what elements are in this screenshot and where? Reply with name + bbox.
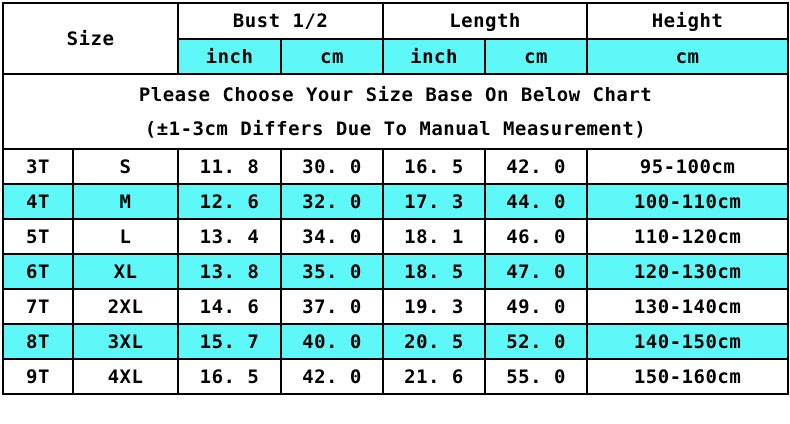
cell-bust-inch: 14. 6 bbox=[177, 288, 283, 325]
header-bust-inch: inch bbox=[177, 38, 283, 75]
cell-length-cm: 49. 0 bbox=[484, 288, 589, 325]
cell-height-cm: 95-100cm bbox=[586, 148, 790, 185]
chart-title: Please Choose Your Size Base On Below Ch… bbox=[1, 73, 790, 150]
cell-size-toddler: 5T bbox=[2, 218, 74, 255]
table-row: 4T M 12. 6 32. 0 17. 3 44. 0 100-110cm bbox=[2, 183, 790, 220]
cell-bust-inch: 13. 4 bbox=[177, 218, 283, 255]
header-units-row: inch cm inch cm cm bbox=[3, 38, 790, 75]
cell-length-inch: 19. 3 bbox=[382, 288, 487, 325]
cell-size-letter: 2XL bbox=[71, 288, 180, 325]
cell-bust-inch: 13. 8 bbox=[177, 253, 283, 290]
cell-length-cm: 52. 0 bbox=[484, 323, 589, 360]
cell-length-inch: 21. 6 bbox=[382, 358, 487, 395]
cell-length-inch: 20. 5 bbox=[382, 323, 487, 360]
table-row: 3T S 11. 8 30. 0 16. 5 42. 0 95-100cm bbox=[2, 148, 790, 185]
cell-length-cm: 46. 0 bbox=[484, 218, 589, 255]
table-row: 8T 3XL 15. 7 40. 0 20. 5 52. 0 140-150cm bbox=[2, 323, 790, 360]
cell-length-inch: 16. 5 bbox=[382, 148, 487, 185]
table-row: 6T XL 13. 8 35. 0 18. 5 47. 0 120-130cm bbox=[2, 253, 790, 290]
size-chart-table: Please Choose Your Size Base On Below Ch… bbox=[1, 2, 790, 395]
title-row: Please Choose Your Size Base On Below Ch… bbox=[1, 73, 790, 150]
cell-height-cm: 130-140cm bbox=[586, 288, 790, 325]
table-row: 7T 2XL 14. 6 37. 0 19. 3 49. 0 130-140cm bbox=[2, 288, 790, 325]
cell-size-toddler: 4T bbox=[2, 183, 74, 220]
cell-height-cm: 100-110cm bbox=[586, 183, 790, 220]
cell-bust-cm: 30. 0 bbox=[280, 148, 385, 185]
cell-bust-cm: 35. 0 bbox=[280, 253, 385, 290]
cell-bust-inch: 11. 8 bbox=[177, 148, 283, 185]
cell-length-cm: 42. 0 bbox=[484, 148, 589, 185]
header-group-row: Size Bust 1/2 Length Height bbox=[1, 2, 790, 75]
cell-size-toddler: 3T bbox=[2, 148, 74, 185]
cell-length-inch: 18. 1 bbox=[382, 218, 487, 255]
table-row: 9T 4XL 16. 5 42. 0 21. 6 55. 0 150-160cm bbox=[2, 358, 790, 395]
cell-size-letter: L bbox=[71, 218, 180, 255]
title-section: Please Choose Your Size Base On Below Ch… bbox=[1, 73, 790, 150]
cell-size-toddler: 8T bbox=[2, 323, 74, 360]
cell-length-inch: 17. 3 bbox=[382, 183, 487, 220]
chart-title-line2: (±1-3cm Differs Due To Manual Measuremen… bbox=[144, 117, 647, 140]
header-bust: Bust 1/2 bbox=[177, 2, 385, 40]
header-length: Length bbox=[382, 2, 589, 40]
cell-bust-inch: 16. 5 bbox=[177, 358, 283, 395]
cell-height-cm: 140-150cm bbox=[586, 323, 790, 360]
cell-length-cm: 44. 0 bbox=[484, 183, 589, 220]
cell-length-cm: 47. 0 bbox=[484, 253, 589, 290]
cell-length-cm: 55. 0 bbox=[484, 358, 589, 395]
cell-height-cm: 110-120cm bbox=[586, 218, 790, 255]
chart-title-line1: Please Choose Your Size Base On Below Ch… bbox=[138, 83, 653, 106]
cell-size-letter: S bbox=[71, 148, 180, 185]
cell-bust-cm: 42. 0 bbox=[280, 358, 385, 395]
cell-height-cm: 120-130cm bbox=[586, 253, 790, 290]
cell-bust-inch: 15. 7 bbox=[177, 323, 283, 360]
cell-size-letter: 3XL bbox=[71, 323, 180, 360]
cell-length-inch: 18. 5 bbox=[382, 253, 487, 290]
cell-bust-inch: 12. 6 bbox=[177, 183, 283, 220]
cell-bust-cm: 32. 0 bbox=[280, 183, 385, 220]
header-height-cm: cm bbox=[586, 38, 790, 75]
table-row: 5T L 13. 4 34. 0 18. 1 46. 0 110-120cm bbox=[2, 218, 790, 255]
cell-bust-cm: 40. 0 bbox=[280, 323, 385, 360]
cell-bust-cm: 34. 0 bbox=[280, 218, 385, 255]
header-height: Height bbox=[586, 2, 790, 40]
cell-size-letter: 4XL bbox=[71, 358, 180, 395]
header-length-cm: cm bbox=[484, 38, 589, 75]
cell-size-toddler: 6T bbox=[2, 253, 74, 290]
header-bust-cm: cm bbox=[280, 38, 385, 75]
cell-size-toddler: 7T bbox=[2, 288, 74, 325]
header-length-inch: inch bbox=[382, 38, 487, 75]
cell-size-letter: XL bbox=[71, 253, 180, 290]
cell-bust-cm: 37. 0 bbox=[280, 288, 385, 325]
cell-size-toddler: 9T bbox=[2, 358, 74, 395]
header-size: Size bbox=[1, 2, 180, 75]
size-table-body: 3T S 11. 8 30. 0 16. 5 42. 0 95-100cm 4T… bbox=[2, 148, 790, 395]
cell-size-letter: M bbox=[71, 183, 180, 220]
cell-height-cm: 150-160cm bbox=[586, 358, 790, 395]
table-header: Size Bust 1/2 Length Height inch cm inch… bbox=[1, 2, 790, 75]
